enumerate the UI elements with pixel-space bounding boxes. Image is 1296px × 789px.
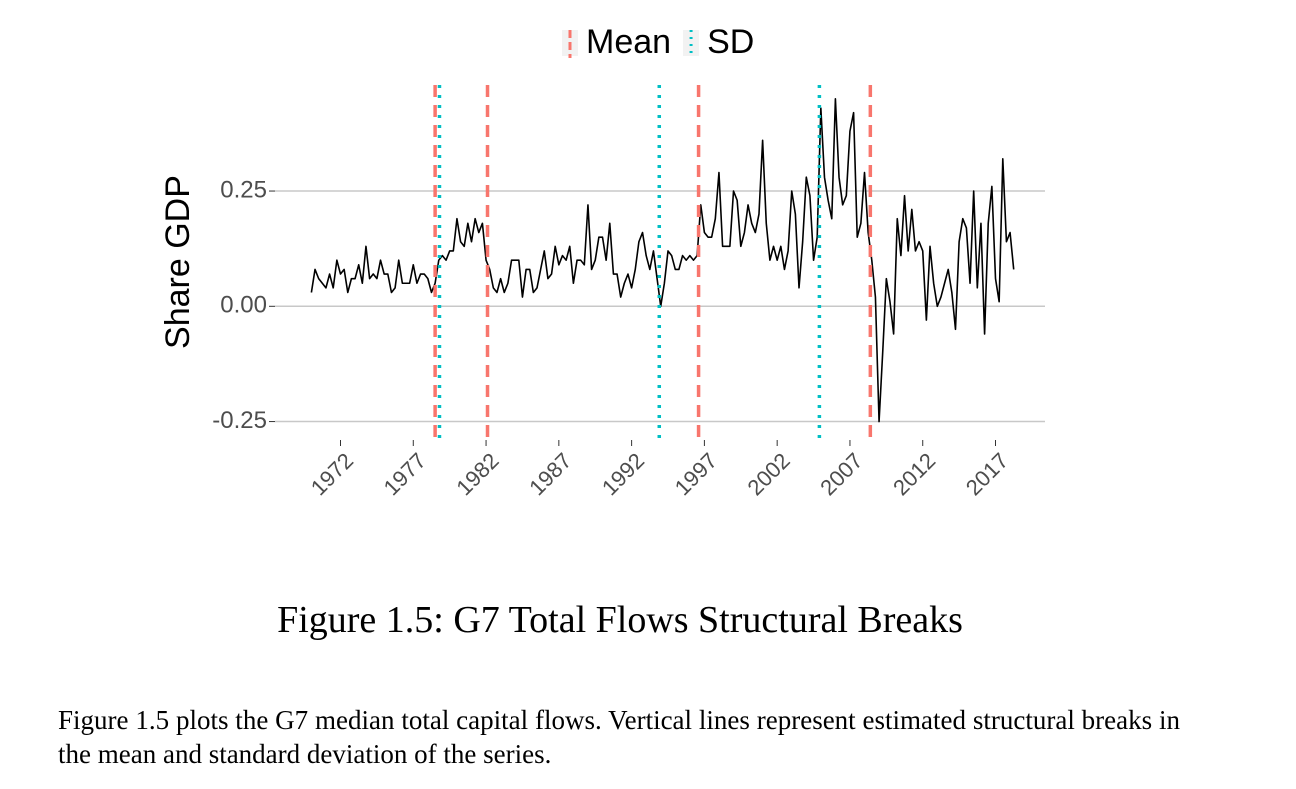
chart: Share GDP Mean SD -0.25 0.00 0.25 1972 1977 19… — [159, 23, 1045, 500]
x-tick-label: 1972 — [306, 448, 358, 500]
legend: Mean SD — [562, 23, 754, 61]
y-axis-label: Share GDP — [159, 175, 197, 349]
x-tick-label: 1982 — [451, 448, 503, 500]
data-line — [310, 98, 1015, 423]
x-tick-label: 2017 — [961, 448, 1013, 500]
figure-caption: Figure 1.5: G7 Total Flows Structural Br… — [277, 599, 963, 641]
x-tick-label: 2007 — [815, 448, 867, 500]
y-tick-label: -0.25 — [212, 407, 267, 434]
x-tick-label: 1992 — [597, 448, 649, 500]
y-tick-label: 0.00 — [220, 292, 267, 319]
legend-label: SD — [707, 23, 754, 61]
figure-note: Figure 1.5 plots the G7 median total cap… — [58, 705, 1180, 769]
legend-key — [683, 30, 700, 56]
x-tick-label: 1997 — [670, 448, 722, 500]
x-tick-label: 2002 — [743, 448, 795, 500]
x-tick-label: 2012 — [888, 448, 940, 500]
x-tick-label: 1977 — [379, 448, 431, 500]
legend-label: Mean — [586, 23, 671, 61]
x-tick-label: 1987 — [524, 448, 576, 500]
y-tick-label: 0.25 — [220, 176, 267, 203]
